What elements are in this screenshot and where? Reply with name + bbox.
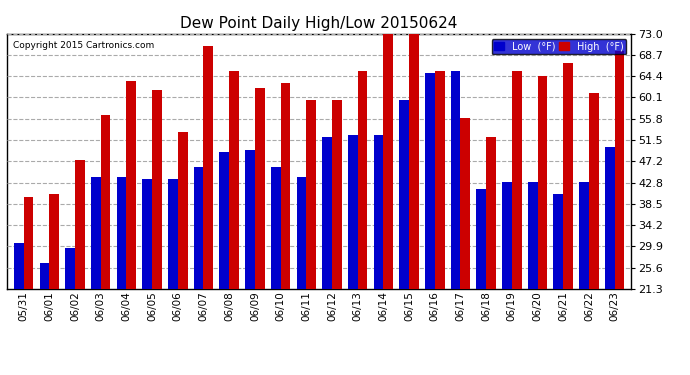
Bar <box>270 167 281 289</box>
Bar <box>563 63 573 289</box>
Bar <box>605 147 615 289</box>
Bar <box>178 132 188 289</box>
Title: Dew Point Daily High/Low 20150624: Dew Point Daily High/Low 20150624 <box>181 16 457 31</box>
Bar <box>451 71 460 289</box>
Bar <box>66 248 75 289</box>
Bar <box>538 76 547 289</box>
Bar <box>486 137 496 289</box>
Bar <box>502 182 512 289</box>
Bar <box>615 51 624 289</box>
Bar <box>322 137 332 289</box>
Bar <box>39 263 49 289</box>
Bar <box>435 71 444 289</box>
Bar <box>23 196 33 289</box>
Bar <box>348 135 357 289</box>
Bar <box>204 46 213 289</box>
Bar <box>476 189 486 289</box>
Bar <box>589 93 599 289</box>
Bar <box>297 177 306 289</box>
Bar <box>373 135 384 289</box>
Bar <box>306 100 316 289</box>
Bar <box>245 150 255 289</box>
Bar <box>460 118 470 289</box>
Bar <box>168 179 178 289</box>
Bar <box>152 90 162 289</box>
Bar <box>528 182 538 289</box>
Bar <box>512 71 522 289</box>
Bar <box>384 34 393 289</box>
Bar <box>194 167 204 289</box>
Bar <box>332 100 342 289</box>
Text: Copyright 2015 Cartronics.com: Copyright 2015 Cartronics.com <box>13 41 155 50</box>
Bar <box>579 182 589 289</box>
Bar <box>126 81 136 289</box>
Bar <box>229 71 239 289</box>
Bar <box>409 34 419 289</box>
Bar <box>400 100 409 289</box>
Bar <box>255 88 265 289</box>
Bar <box>75 159 85 289</box>
Bar <box>281 83 290 289</box>
Bar <box>14 243 23 289</box>
Bar <box>357 71 368 289</box>
Bar <box>142 179 152 289</box>
Bar <box>101 115 110 289</box>
Bar <box>219 152 229 289</box>
Bar <box>117 177 126 289</box>
Bar <box>49 194 59 289</box>
Bar <box>91 177 101 289</box>
Legend: Low  (°F), High  (°F): Low (°F), High (°F) <box>491 39 627 54</box>
Bar <box>553 194 563 289</box>
Bar <box>425 73 435 289</box>
